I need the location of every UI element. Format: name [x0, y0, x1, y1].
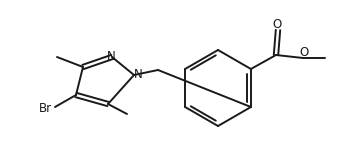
Text: O: O	[272, 17, 282, 30]
Text: Br: Br	[38, 102, 51, 115]
Text: N: N	[134, 68, 142, 81]
Text: N: N	[107, 50, 115, 63]
Text: O: O	[299, 46, 309, 59]
